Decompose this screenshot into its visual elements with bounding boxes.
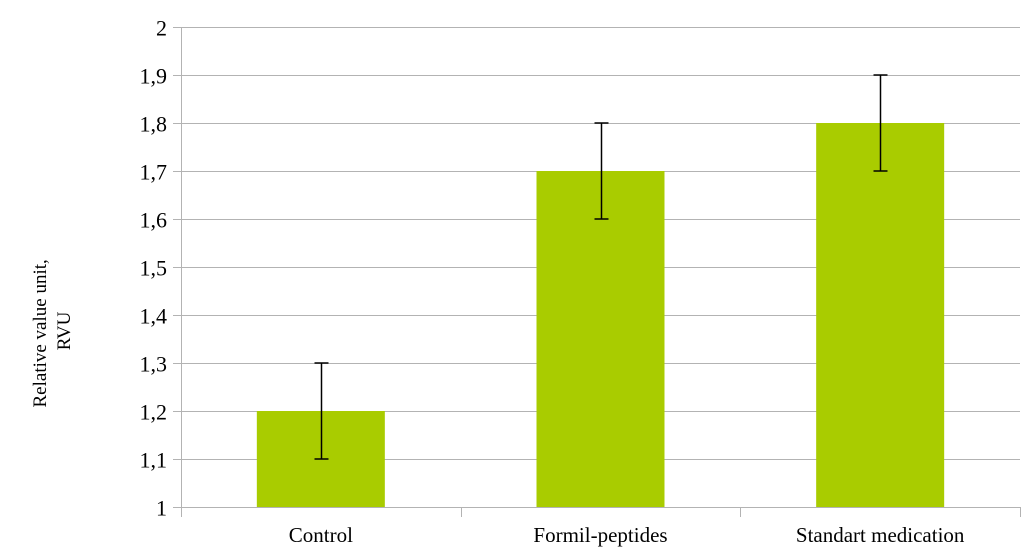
x-category-label: Standart medication — [796, 523, 965, 547]
axes — [173, 27, 1021, 517]
y-axis-title-line-2: RVU — [54, 311, 75, 350]
y-tick-label: 1,7 — [140, 160, 168, 185]
y-axis-title: Relative value unit, RVU — [30, 254, 75, 407]
y-tick-label: 1 — [156, 496, 167, 521]
error-bars — [314, 74, 888, 460]
y-axis-title-line-1: Relative value unit, — [30, 259, 51, 407]
y-tick-label: 1,2 — [140, 400, 168, 425]
y-tick-label: 1,3 — [140, 352, 168, 377]
x-category-labels: Control Formil-peptides Standart medicatio… — [289, 523, 965, 547]
x-category-label: Control — [289, 523, 353, 547]
y-tick-label: 1,5 — [140, 256, 168, 281]
y-tick-label: 1,9 — [140, 64, 168, 89]
y-tick-label: 2 — [156, 16, 167, 41]
y-tick-label: 1,1 — [140, 448, 168, 473]
y-tick-label: 1,4 — [140, 304, 168, 329]
y-tick-label: 1,6 — [140, 208, 168, 233]
x-category-label: Formil-peptides — [533, 523, 667, 547]
bar — [536, 171, 665, 507]
y-tick-labels: 1 1,1 1,2 1,3 1,4 1,5 1,6 1,7 1,8 1,9 2 — [140, 16, 168, 521]
bar — [816, 123, 945, 507]
y-tick-label: 1,8 — [140, 112, 168, 137]
